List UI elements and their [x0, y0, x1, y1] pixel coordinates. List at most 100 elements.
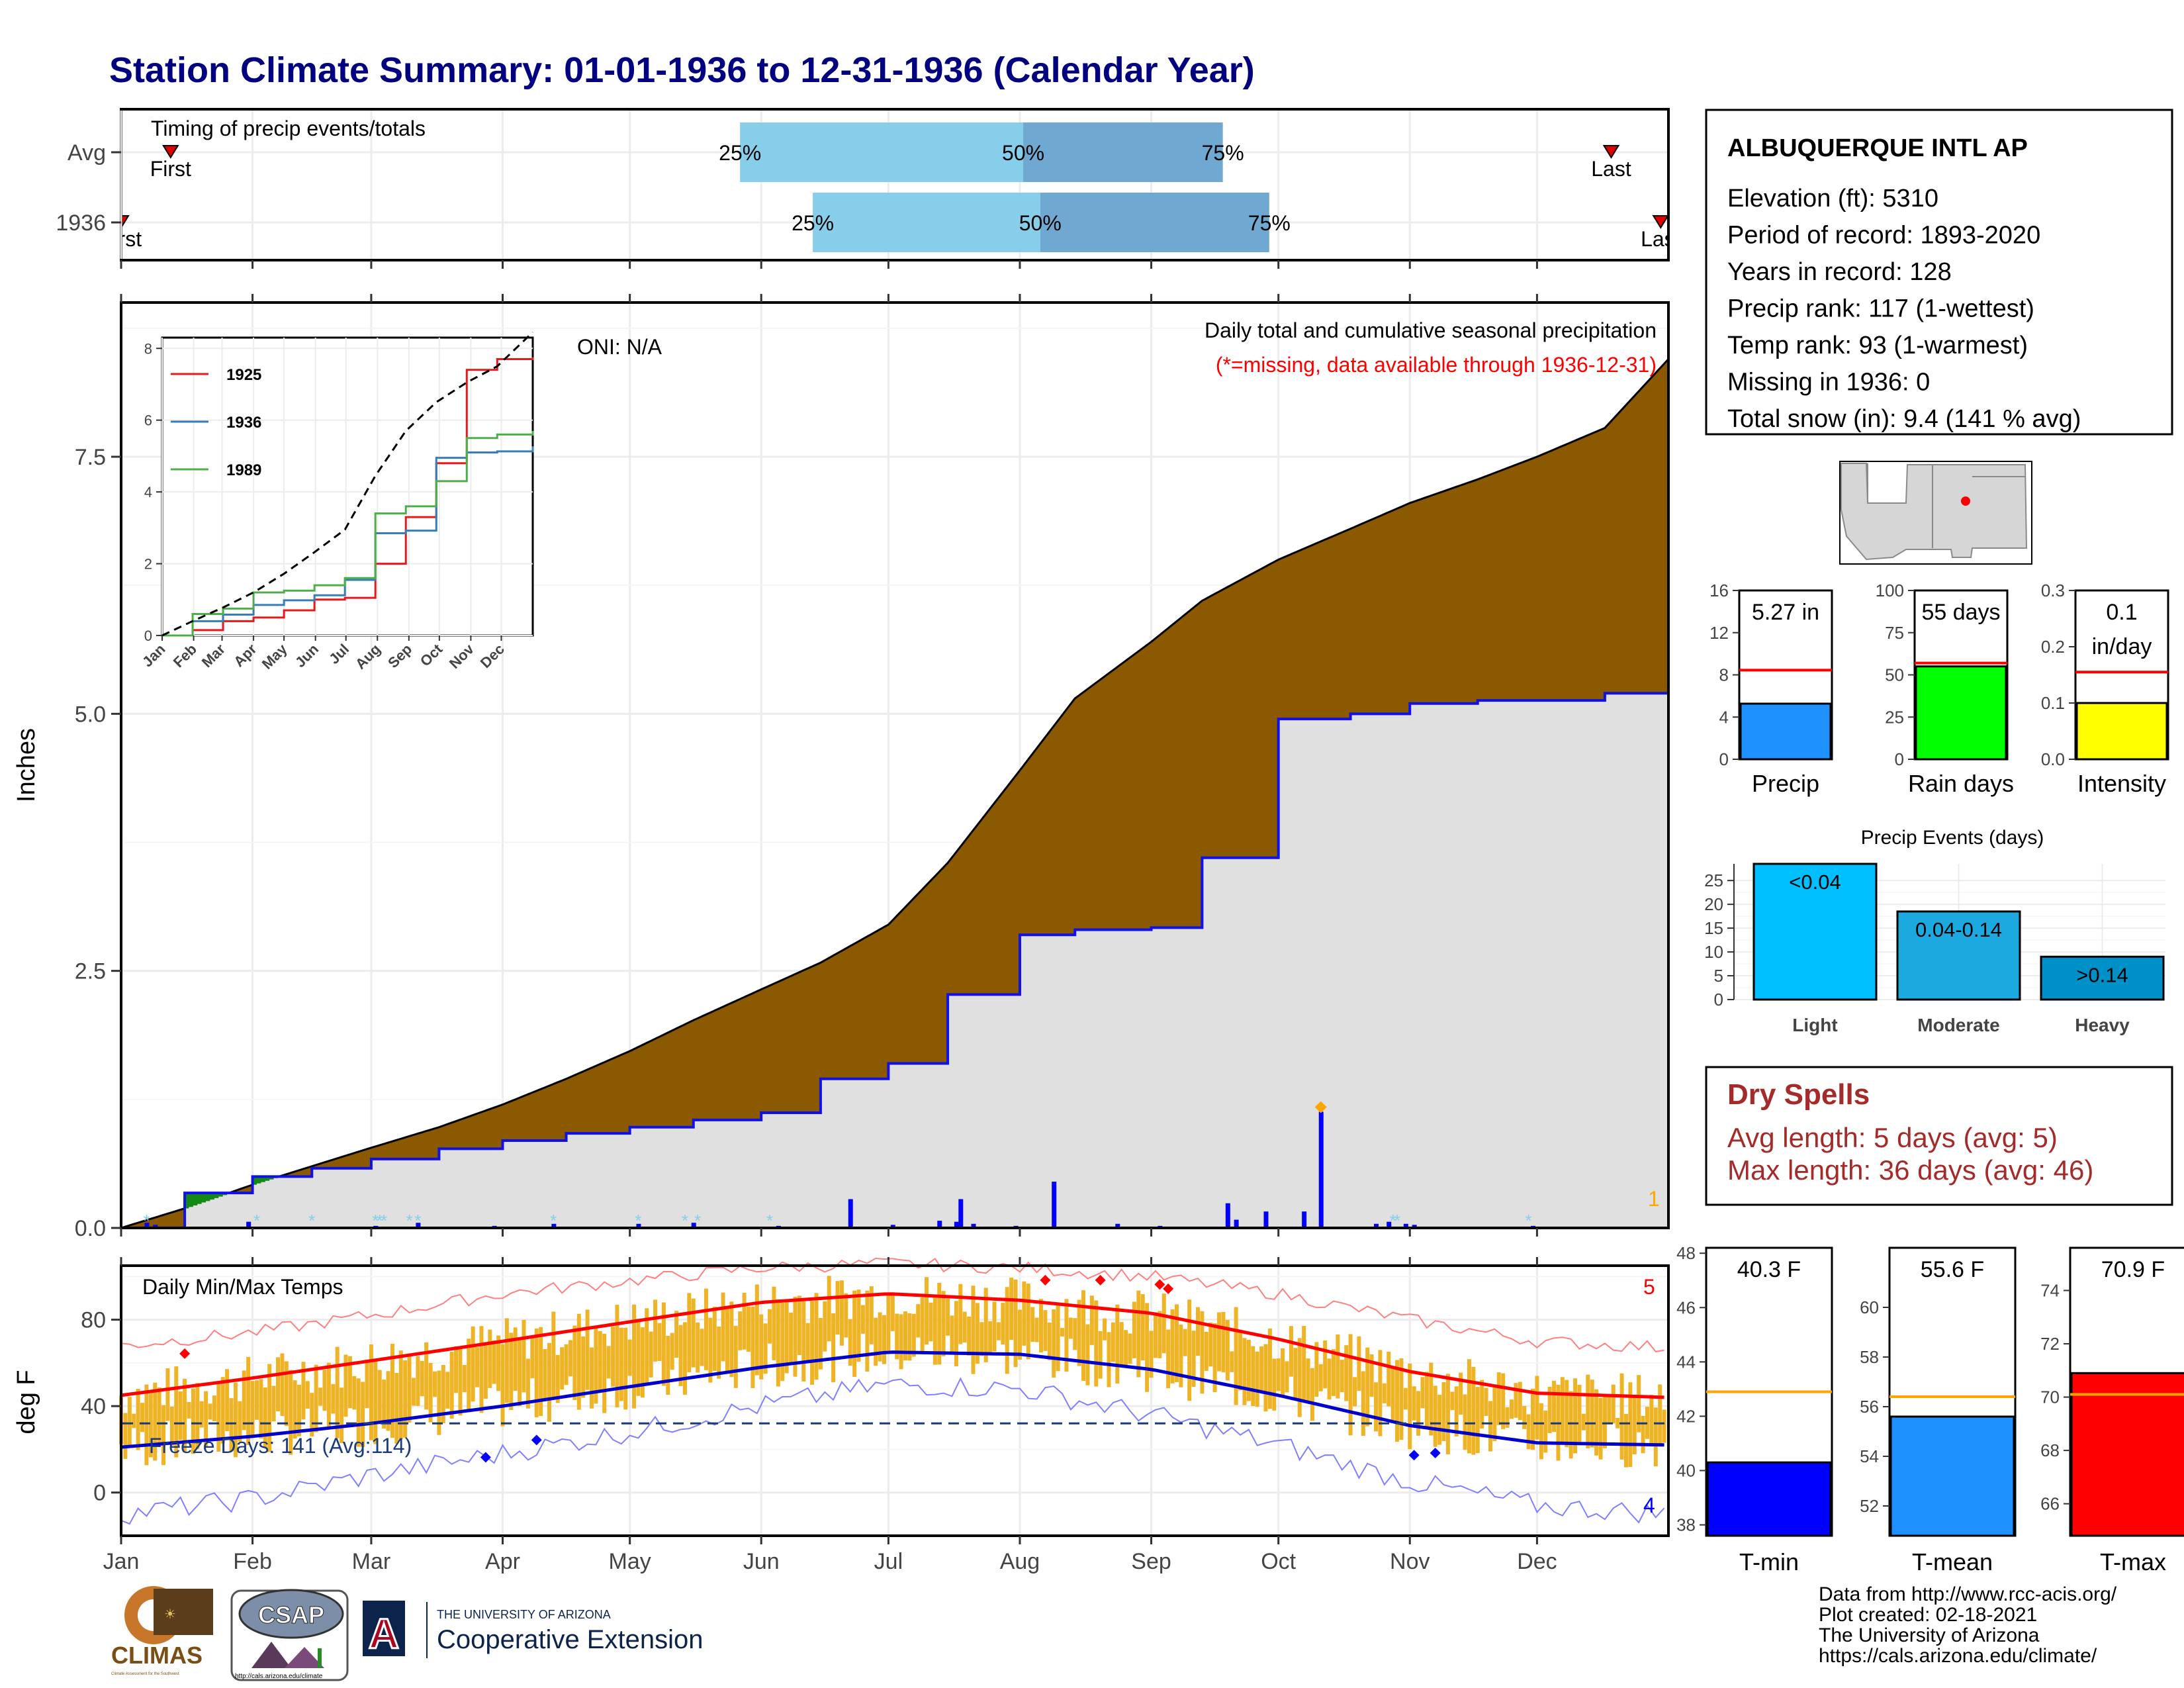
month-label: May [609, 1549, 651, 1574]
daily-precip-bar [1115, 1223, 1120, 1228]
precip-event-category: Light [1792, 1015, 1837, 1035]
record-min-line [120, 1377, 1665, 1525]
timing-marker [162, 145, 179, 159]
daily-precip-bar [1302, 1211, 1307, 1228]
summary-bar-tick: 75 [1885, 623, 1904, 643]
month-label: Dec [1517, 1549, 1557, 1574]
record-low-marker [531, 1434, 542, 1446]
precip-event-category: Heavy [2075, 1015, 2130, 1035]
snow-mark: * [1390, 1211, 1396, 1231]
summary-bar-category: T-max [2100, 1548, 2166, 1575]
inset-legend-label: 1925 [226, 366, 261, 384]
credits: Data from http://www.rcc-acis.org/Plot c… [1819, 1583, 2117, 1667]
month-label: Jan [103, 1549, 140, 1574]
page-title: Station Climate Summary: 01-01-1936 to 1… [109, 50, 1255, 90]
logos: ☀ CLIMAS Climate Assessment for the Sout… [111, 1586, 703, 1681]
precip-event-bar [1752, 863, 1878, 1001]
climas-text: CLIMAS [111, 1642, 203, 1669]
snow-mark: * [414, 1211, 421, 1231]
summary-bar-tick: 48 [1676, 1243, 1696, 1263]
inset-avg-line [161, 331, 534, 637]
credit-line: Plot created: 02-18-2021 [1819, 1604, 2037, 1626]
snow-mark: * [550, 1211, 557, 1231]
month-label: Feb [233, 1549, 272, 1574]
station-info-line: Missing in 1936: 0 [1727, 369, 1930, 397]
observed-cumulative-line [121, 686, 1670, 1229]
above-normal-overlay [185, 1176, 283, 1209]
summary-bar-tick: 0.1 [2041, 693, 2065, 713]
station-info-line: Years in record: 128 [1727, 258, 1952, 286]
svg-text:☀: ☀ [164, 1607, 176, 1622]
temp-panel: Daily Min/Max Temps 5 4 Freeze Days: 141… [13, 1257, 1670, 1574]
summary-bar-tick: 0.2 [2041, 637, 2065, 657]
inset-legend-label: 1989 [226, 461, 261, 479]
precip-corner-count: 1 [1648, 1187, 1660, 1211]
timing-percentile-label: 25% [792, 211, 834, 235]
daily-precip-bar [1263, 1211, 1269, 1228]
precip-y-label: Inches [13, 728, 40, 802]
summary-bar-tick: 66 [2040, 1494, 2060, 1514]
snow-mark: * [381, 1211, 387, 1231]
snow-mark: * [1525, 1211, 1532, 1231]
precip-event-tick: 5 [1714, 966, 1723, 986]
ua-bottom-text: Cooperative Extension [437, 1625, 703, 1654]
precip-events-chart: Precip Events (days) <0.04 Light 0.04-0.14… [1704, 827, 2165, 1035]
record-high-count: 5 [1643, 1275, 1655, 1299]
precip-panel: * * * *** * * * * * * * ** * Daily total and cumulat… [13, 294, 1670, 1241]
daily-precip-bar [416, 1223, 421, 1228]
daily-precip-bar [1387, 1221, 1392, 1228]
summary-bar-fill [1915, 665, 2007, 761]
timing-percentile-label: 25% [719, 141, 761, 165]
timing-row-label: Avg [68, 140, 106, 165]
summary-bar-fill [2075, 702, 2168, 761]
snow-mark: * [682, 1211, 688, 1231]
station-info-line: Total snow (in): 9.4 (141 % avg) [1727, 405, 2081, 433]
station-info-line: Temp rank: 93 (1-warmest) [1727, 332, 2028, 359]
summary-bar-fill [1706, 1461, 1832, 1537]
month-label: Jun [743, 1549, 780, 1574]
dry-spells-title: Dry Spells [1727, 1078, 1870, 1111]
daily-precip-bar [971, 1223, 976, 1228]
summary-bar-tick: 68 [2040, 1440, 2060, 1460]
summary-bar-tick: 56 [1860, 1397, 1879, 1417]
snow-mark: * [377, 1211, 383, 1231]
csap-logo: CSAP http://cals.arizona.edu/climate [230, 1589, 349, 1681]
precip-y-tick: 7.5 [75, 445, 106, 470]
timing-marker [1652, 215, 1667, 229]
summary-bar-tick: 60 [1860, 1297, 1879, 1317]
precip-event-tick: 25 [1704, 870, 1723, 890]
summary-bar-tick: 16 [1709, 581, 1729, 600]
summary-bar-fill [1739, 702, 1832, 761]
daily-precip-bar [246, 1221, 251, 1228]
summary-bar-category: T-mean [1912, 1548, 1993, 1575]
summary-bar-value: 70.9 F [2101, 1257, 2165, 1282]
station-info-line: Elevation (ft): 5310 [1727, 185, 1938, 212]
precip-event-bar [1896, 910, 2021, 1001]
precip-events-title: Precip Events (days) [1861, 827, 2044, 849]
station-info-line: Period of record: 1893-2020 [1727, 222, 2040, 250]
month-label: Mar [352, 1549, 391, 1574]
university-logo: A THE UNIVERSITY OF ARIZONA Cooperative … [363, 1601, 703, 1659]
month-label: Nov [1390, 1549, 1430, 1574]
summary-bar-precip: 5.27 in 0 4 8 12 16 Precip [1709, 581, 1833, 797]
timing-row-label: 1936 [56, 211, 106, 236]
daily-precip-bar [1052, 1182, 1057, 1228]
inset-y-tick: 0 [144, 628, 152, 644]
summary-bar-category: Intensity [2077, 770, 2166, 797]
summary-bar-tick: 38 [1676, 1515, 1696, 1535]
summary-bar-value: 40.3 F [1737, 1257, 1801, 1282]
snow-mark: * [406, 1211, 413, 1231]
timing-bar-50-75 [1040, 193, 1269, 252]
precip-event-category: Moderate [1917, 1015, 1999, 1035]
credit-line: The University of Arizona [1819, 1624, 2040, 1646]
summary-bar-tick: 50 [1885, 665, 1904, 685]
credit-line: https://cals.arizona.edu/climate/ [1819, 1645, 2097, 1667]
daily-precip-bar [691, 1223, 696, 1228]
svg-text:Climate Assessment for the Sou: Climate Assessment for the Southwest [111, 1672, 179, 1676]
summary-bar-tick: 54 [1860, 1446, 1879, 1466]
summary-bar-tick: 0.0 [2041, 749, 2065, 769]
summary-bar-tick: 0.3 [2041, 581, 2065, 600]
precip-y-tick: 0.0 [75, 1216, 106, 1241]
summary-bar-value: 55 days [1921, 600, 2000, 625]
